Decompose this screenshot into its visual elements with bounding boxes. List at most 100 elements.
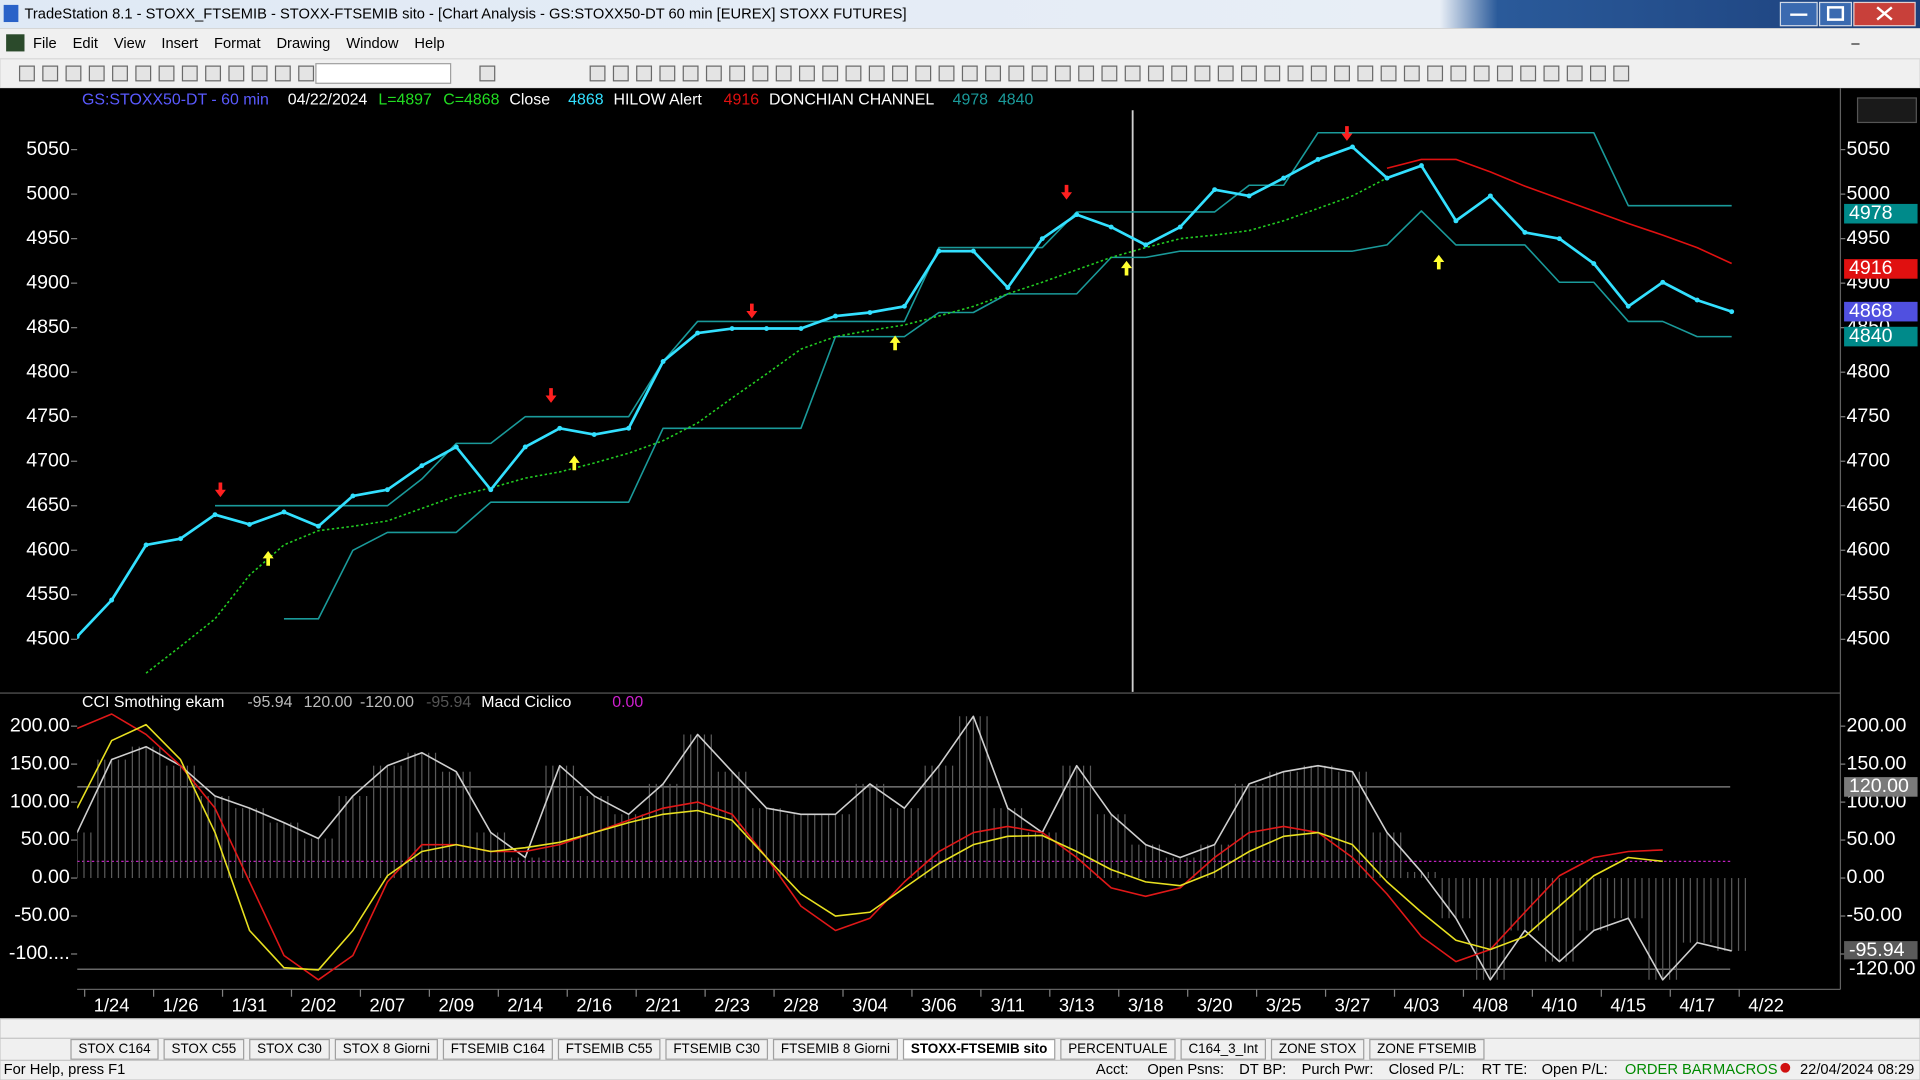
toolbar-icon[interactable] — [1427, 65, 1444, 82]
toolbar-icon[interactable] — [1380, 65, 1397, 82]
tab[interactable]: FTSEMIB C30 — [665, 1038, 769, 1060]
menu-item[interactable]: Window — [346, 36, 399, 52]
toolbar-icon[interactable] — [1241, 65, 1257, 82]
toolbar-icon[interactable] — [729, 65, 746, 82]
tabs: STOX C164 STOX C55 STOX C30 STOX 8 Giorni FT… — [70, 1038, 1485, 1060]
y-tick-label: 50.00 — [21, 828, 70, 850]
tab[interactable]: STOX 8 Giorni — [334, 1038, 438, 1060]
tab[interactable]: ZONE STOX — [1270, 1038, 1365, 1060]
toolbar-icon[interactable] — [42, 65, 59, 82]
x-tick-label: 2/16 — [576, 994, 612, 1015]
toolbar-icon[interactable] — [775, 65, 792, 82]
menu-item[interactable]: Format — [214, 36, 261, 52]
toolbar-icon[interactable] — [1450, 65, 1467, 82]
toolbar-icon[interactable] — [612, 65, 629, 82]
toolbar-icon[interactable] — [298, 65, 315, 82]
toolbar-icon[interactable] — [938, 65, 955, 82]
toolbar-icon[interactable] — [985, 65, 1002, 82]
toolbar-icon[interactable] — [1124, 65, 1141, 82]
tab[interactable]: FTSEMIB 8 Giorni — [772, 1038, 898, 1060]
toolbar-icon[interactable] — [915, 65, 932, 82]
toolbar-icon[interactable] — [65, 65, 82, 82]
toolbar-icon[interactable] — [752, 65, 769, 82]
price-tag — [1844, 941, 1918, 961]
toolbar-icon[interactable] — [158, 65, 175, 82]
toolbar-icon[interactable] — [589, 65, 606, 82]
toolbar-icon[interactable] — [1496, 65, 1513, 82]
tab[interactable]: C164_3_Int — [1180, 1038, 1267, 1060]
scrollbar[interactable] — [0, 1018, 1920, 1039]
tab[interactable]: PERCENTUALE — [1060, 1038, 1176, 1060]
toolbar-icon[interactable] — [1357, 65, 1374, 82]
toolbar-icon[interactable] — [1031, 65, 1048, 82]
tab[interactable]: STOX C55 — [163, 1038, 245, 1060]
price-tag-label: 4916 — [1849, 257, 1893, 279]
toolbar-icon[interactable] — [1217, 65, 1234, 82]
tab[interactable]: ZONE FTSEMIB — [1369, 1038, 1485, 1060]
toolbar-icon[interactable] — [1566, 65, 1583, 82]
tab[interactable]: STOXX-FTSEMIB sito — [902, 1038, 1056, 1060]
toolbar-icon[interactable] — [1403, 65, 1420, 82]
toolbar-icon[interactable] — [659, 65, 676, 82]
toolbar-dropdown[interactable] — [315, 63, 452, 84]
toolbar-icon[interactable] — [1310, 65, 1327, 82]
toolbar-icon[interactable] — [135, 65, 152, 82]
menu-item[interactable]: Help — [414, 36, 444, 52]
toolbar-icon[interactable] — [181, 65, 198, 82]
toolbar-icon[interactable] — [1101, 65, 1118, 82]
toolbar-icon[interactable] — [1078, 65, 1095, 82]
toolbar-icon[interactable] — [274, 65, 291, 82]
toolbar-icon[interactable] — [636, 65, 653, 82]
tab-label: STOX 8 Giorni — [343, 1041, 430, 1056]
toolbar-icon[interactable] — [479, 65, 496, 82]
toolbar-icon[interactable] — [1054, 65, 1071, 82]
toolbar-icon[interactable] — [18, 65, 35, 82]
toolbar-icon[interactable] — [868, 65, 885, 82]
indicator-value: -95.94 — [247, 694, 292, 711]
toolbar-icon[interactable] — [112, 65, 128, 82]
toolbar-icon[interactable] — [1264, 65, 1281, 82]
toolbar-icon[interactable] — [1520, 65, 1537, 82]
tab-label: FTSEMIB C164 — [451, 1041, 546, 1056]
toolbar-icon[interactable] — [88, 65, 105, 82]
tab[interactable]: FTSEMIB C164 — [442, 1038, 553, 1060]
toolbar-icon[interactable] — [845, 65, 862, 82]
menu-item[interactable]: File — [33, 36, 57, 52]
toolbar-icon[interactable] — [1147, 65, 1164, 82]
menu-item[interactable]: Edit — [73, 36, 98, 52]
toolbar-icon[interactable] — [205, 65, 222, 82]
toolbar-icon[interactable] — [1171, 65, 1188, 82]
toolbar-icon[interactable] — [228, 65, 245, 82]
panel-controls[interactable] — [1856, 97, 1917, 124]
toolbar-icon[interactable] — [1613, 65, 1630, 82]
chart-area — [0, 88, 1920, 1023]
toolbar-icon[interactable] — [1334, 65, 1350, 82]
toolbar-icon[interactable] — [1473, 65, 1490, 82]
mdi-controls: – — [1851, 36, 1860, 52]
toolbar-icon[interactable] — [705, 65, 722, 82]
tab[interactable]: STOX C30 — [249, 1038, 330, 1060]
menu-item[interactable]: Insert — [161, 36, 198, 52]
toolbar-icon[interactable] — [892, 65, 908, 82]
status-order-bar[interactable]: ORDER BAR — [1625, 1062, 1712, 1078]
toolbar-icon[interactable] — [798, 65, 815, 82]
toolbar-icon[interactable] — [1543, 65, 1560, 82]
sell-arrow — [1061, 184, 1073, 200]
toolbar-icon[interactable] — [961, 65, 978, 82]
app-icon — [3, 4, 19, 23]
price-tag-label: 4868 — [1849, 300, 1893, 322]
toolbar-icon[interactable] — [251, 65, 268, 82]
maximize-button[interactable] — [1818, 1, 1853, 27]
toolbar-icon[interactable] — [682, 65, 699, 82]
status-macros[interactable]: MACROS — [1713, 1062, 1778, 1078]
menu-item[interactable]: View — [114, 36, 146, 52]
toolbar-icon[interactable] — [1287, 65, 1304, 82]
tab[interactable]: FTSEMIB C55 — [557, 1038, 661, 1060]
menu-item[interactable]: Drawing — [276, 36, 330, 52]
toolbar-icon[interactable] — [822, 65, 839, 82]
toolbar-icon[interactable] — [1008, 65, 1025, 82]
toolbar-icon[interactable] — [1194, 65, 1211, 82]
toolbar-icon[interactable] — [1590, 65, 1606, 82]
price-point — [1487, 193, 1493, 199]
tab[interactable]: STOX C164 — [70, 1038, 159, 1060]
